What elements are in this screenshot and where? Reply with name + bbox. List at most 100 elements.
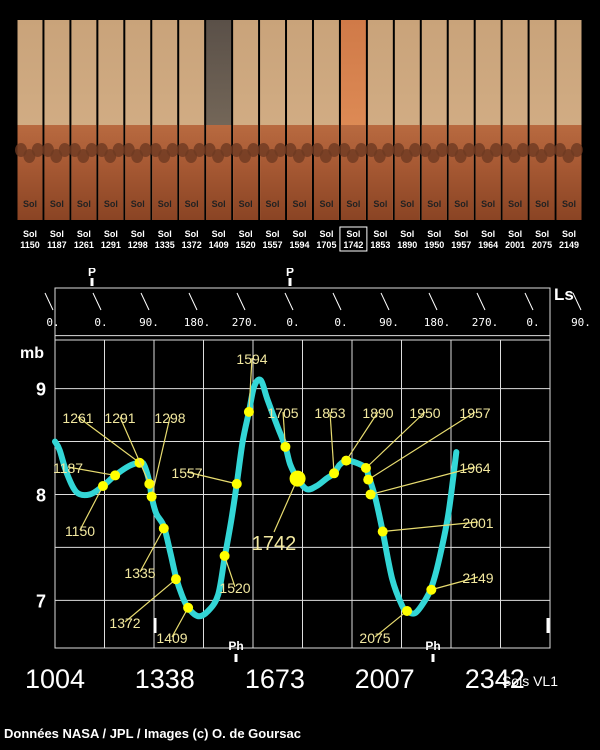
x-axis-label: Sols VL1 bbox=[502, 673, 558, 689]
x-tick-label: 2342 bbox=[465, 664, 525, 694]
callout-label: 2075 bbox=[359, 630, 390, 646]
strip-sol-prefix: Sol bbox=[239, 199, 253, 209]
callout-leader bbox=[67, 466, 116, 477]
strip-rock bbox=[543, 143, 556, 157]
strip-sol-number: 2001 bbox=[505, 240, 525, 250]
strip-rock bbox=[166, 143, 179, 157]
callout-label: 1742 bbox=[252, 533, 297, 555]
mars-panorama: Sol1150SolSol1187SolSol1261SolSol1291Sol… bbox=[15, 20, 583, 252]
chart-grid bbox=[54, 287, 551, 649]
data-point bbox=[363, 474, 374, 485]
strip-sol-number: 1298 bbox=[128, 240, 148, 250]
callout-leader bbox=[367, 411, 476, 481]
callout-label: 1520 bbox=[219, 580, 250, 596]
callout-label: 1957 bbox=[459, 405, 490, 421]
ls-tick-mark bbox=[428, 292, 438, 311]
sol-callout: 1890 bbox=[341, 405, 394, 466]
strip-ground bbox=[313, 125, 339, 220]
callout-label: 1950 bbox=[409, 405, 440, 421]
ls-tick-label: 0. bbox=[334, 316, 347, 329]
strip-rock bbox=[355, 143, 368, 157]
callout-leader bbox=[79, 485, 104, 531]
ls-tick-mark bbox=[284, 292, 294, 311]
strip-sol-number: 2149 bbox=[559, 240, 579, 250]
callout-label: 1594 bbox=[236, 351, 267, 367]
ls-tick-label: 90. bbox=[379, 316, 399, 329]
x-tick-label: 1338 bbox=[135, 664, 195, 694]
data-point bbox=[110, 470, 121, 481]
callout-leader bbox=[382, 521, 479, 533]
ls-tick-mark bbox=[92, 292, 102, 311]
callout-leader bbox=[124, 578, 177, 623]
strip-sol-label: Sol bbox=[239, 229, 253, 239]
ls-tick-mark bbox=[188, 292, 198, 311]
strip-sol-prefix: Sol bbox=[77, 199, 91, 209]
callout-leader bbox=[224, 555, 236, 588]
strip-sol-prefix: Sol bbox=[346, 199, 360, 209]
ls-tick-label: 270. bbox=[232, 316, 259, 329]
strip-sol-number: 1557 bbox=[263, 240, 283, 250]
strip-sol-label: Sol bbox=[481, 229, 495, 239]
data-point bbox=[231, 478, 242, 489]
strip-sol-label: Sol bbox=[104, 229, 118, 239]
data-point bbox=[377, 526, 388, 537]
ls-tick-label: 0. bbox=[286, 316, 299, 329]
strip-rock bbox=[58, 143, 71, 157]
callout-label: 1291 bbox=[104, 410, 135, 426]
callout-leader bbox=[186, 471, 237, 485]
aphelion-marker-label: Ph bbox=[425, 639, 440, 653]
strip-sol-label: Sol bbox=[535, 229, 549, 239]
sol-callout: 1261 bbox=[62, 410, 145, 468]
data-point bbox=[183, 602, 194, 613]
callout-leader bbox=[345, 411, 379, 461]
strip-ground bbox=[98, 125, 124, 220]
strip-sol-label: Sol bbox=[454, 229, 468, 239]
data-point bbox=[219, 550, 230, 561]
callout-label: 1705 bbox=[267, 405, 298, 421]
callout-leader bbox=[431, 576, 479, 591]
callout-label: 1557 bbox=[171, 465, 202, 481]
data-point bbox=[329, 468, 340, 479]
data-point bbox=[144, 478, 155, 489]
strip-sol-prefix: Sol bbox=[23, 199, 37, 209]
strip-sol-prefix: Sol bbox=[535, 199, 549, 209]
data-point bbox=[280, 441, 291, 452]
data-point bbox=[97, 481, 108, 491]
ls-tick-label: 180. bbox=[184, 316, 211, 329]
strip-ground bbox=[179, 125, 205, 220]
ls-tick-label: 0. bbox=[526, 316, 539, 329]
strip-sol-number: 1150 bbox=[20, 240, 40, 250]
callout-leader bbox=[139, 528, 165, 573]
strip-ground bbox=[152, 125, 178, 220]
perihelion-marker-label: P bbox=[88, 268, 96, 279]
data-point bbox=[170, 574, 181, 585]
sol-callout: 1853 bbox=[314, 405, 346, 479]
strip-rock bbox=[463, 143, 475, 157]
ls-tick-label: 0. bbox=[94, 316, 107, 329]
ls-tick-label: 180. bbox=[424, 316, 451, 329]
strip-rock bbox=[436, 143, 448, 157]
strip-sol-number: 1957 bbox=[451, 240, 471, 250]
strip-sol-label: Sol bbox=[158, 229, 172, 239]
strip-sol-prefix: Sol bbox=[131, 199, 145, 209]
strip-ground bbox=[394, 125, 420, 220]
strip-rock bbox=[193, 143, 206, 157]
x-tick-label: 1673 bbox=[245, 664, 305, 694]
strip-rock bbox=[220, 143, 233, 157]
x-tick-label: 1004 bbox=[25, 664, 85, 694]
y-axis: mb 9 8 7 bbox=[20, 345, 46, 611]
callout-leader bbox=[273, 478, 299, 533]
strip-sol-label: Sol bbox=[212, 229, 226, 239]
data-point bbox=[158, 523, 169, 534]
strip-sol-label: Sol bbox=[185, 229, 199, 239]
